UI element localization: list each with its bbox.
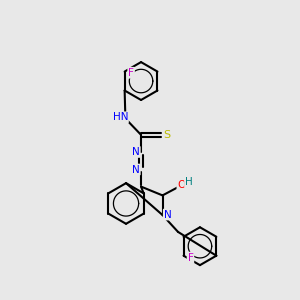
- Text: S: S: [163, 130, 170, 140]
- Text: F: F: [128, 68, 134, 78]
- Text: HN: HN: [112, 112, 128, 122]
- Text: F: F: [188, 253, 194, 262]
- Text: N: N: [132, 164, 140, 175]
- Text: H: H: [185, 176, 193, 187]
- Text: N: N: [132, 147, 140, 157]
- Text: O: O: [177, 179, 186, 190]
- Text: N: N: [164, 210, 172, 220]
